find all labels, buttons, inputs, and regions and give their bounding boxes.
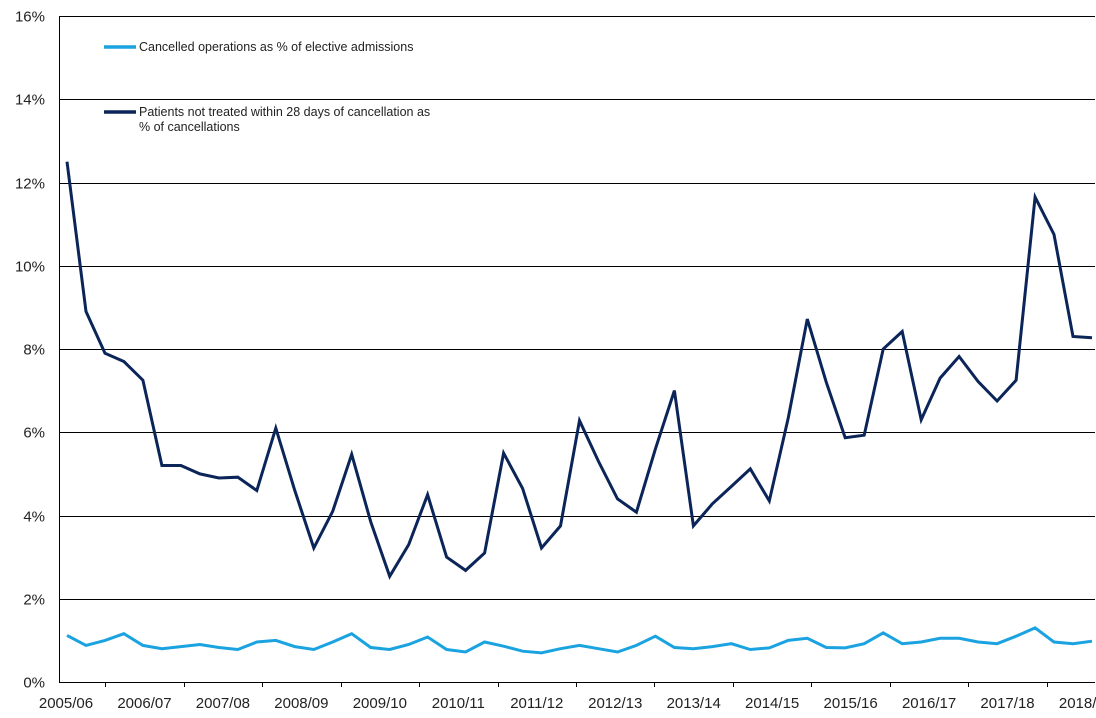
y-tick-label: 16% <box>15 9 45 26</box>
x-tick-label: 2005/06 <box>39 695 93 712</box>
x-tick-label: 2018/19 <box>1059 695 1096 712</box>
legend-label-patients-not-treated-line2: % of cancellations <box>139 120 240 134</box>
y-tick-label: 8% <box>23 342 45 359</box>
x-tick-label: 2013/14 <box>667 695 721 712</box>
x-tick-label: 2008/09 <box>274 695 328 712</box>
x-tick-label: 2009/10 <box>353 695 407 712</box>
x-tick-label: 2011/12 <box>510 695 563 712</box>
x-tick-label: 2017/18 <box>980 695 1034 712</box>
y-tick-label: 14% <box>15 92 45 109</box>
x-axis-tick-labels: 2005/06 2006/07 2007/08 2008/09 2009/10 2010/… <box>39 695 1096 712</box>
x-tick-label: 2006/07 <box>117 695 171 712</box>
series-line-cancelled-operations <box>66 626 1093 655</box>
legend-label-cancelled-operations: Cancelled operations as % of elective ad… <box>139 40 413 54</box>
x-axis-ticks <box>105 682 1048 687</box>
y-tick-label: 6% <box>23 425 45 442</box>
x-tick-label: 2016/17 <box>902 695 956 712</box>
series-lines <box>65 161 1093 655</box>
x-tick-label: 2007/08 <box>196 695 250 712</box>
y-axis-tick-labels: 0% 2% 4% 6% 8% 10% 12% 14% 16% <box>15 9 45 692</box>
y-tick-label: 10% <box>15 259 45 276</box>
y-tick-label: 2% <box>23 592 45 609</box>
series-line-patients-not-treated <box>65 161 1093 580</box>
x-tick-label: 2012/13 <box>588 695 642 712</box>
gridlines <box>59 16 1095 600</box>
x-tick-label: 2015/16 <box>823 695 877 712</box>
y-tick-label: 0% <box>23 675 45 692</box>
x-tick-label: 2014/15 <box>745 695 799 712</box>
y-tick-label: 12% <box>15 176 45 193</box>
x-tick-label: 2010/11 <box>432 695 485 712</box>
y-tick-label: 4% <box>23 509 45 526</box>
legend: Cancelled operations as % of elective ad… <box>104 40 430 134</box>
legend-label-patients-not-treated-line1: Patients not treated within 28 days of c… <box>139 105 430 119</box>
